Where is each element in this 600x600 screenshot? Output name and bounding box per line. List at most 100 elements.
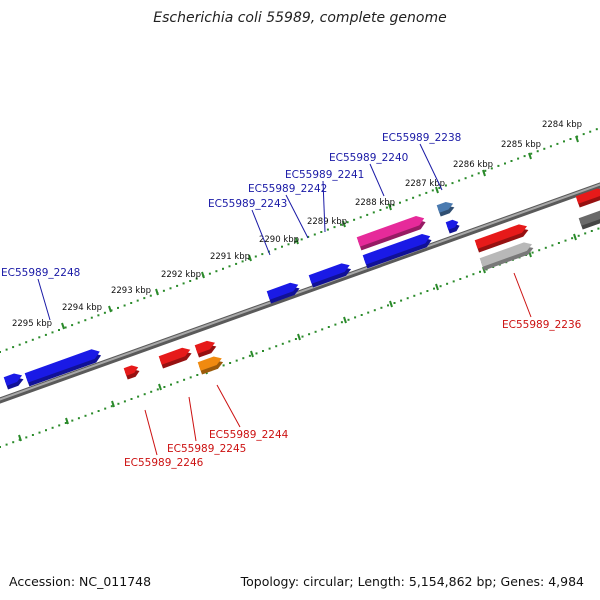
major-tick (111, 400, 115, 408)
tick-dot (439, 285, 442, 288)
tick-dot (452, 280, 455, 283)
tick-dot (340, 321, 343, 324)
tick-dot (551, 244, 554, 247)
gene-label: EC55989_2243 (208, 198, 287, 210)
major-tick (201, 271, 205, 279)
tick-dot (354, 316, 357, 319)
tick-dot (255, 352, 258, 355)
tick-dot (433, 287, 435, 290)
tick-dot (438, 187, 441, 189)
tick-dot (425, 191, 428, 194)
tick-dot (472, 273, 475, 276)
tick-dot (556, 142, 559, 145)
gene-ec55989-2245-body (158, 347, 191, 365)
tick-dot (25, 436, 28, 439)
gene-ec55989-2247 (24, 349, 102, 387)
major-tick (250, 350, 254, 358)
gene-ec55989-2240-body (356, 216, 425, 247)
tick-dot (228, 265, 231, 268)
tick-dot (248, 258, 251, 260)
major-tick (388, 203, 392, 211)
tick-label: 2293 kbp (111, 286, 151, 296)
major-tick (573, 233, 577, 241)
tick-dot (320, 231, 323, 233)
tick-dot (334, 323, 337, 326)
tick-dot (385, 206, 388, 209)
tick-dot (484, 169, 487, 172)
gene-leader-line (251, 209, 271, 256)
gene-steel-small-body (436, 202, 454, 213)
tick-dot (465, 275, 468, 278)
major-tick (61, 322, 65, 330)
tick-dot (373, 309, 376, 312)
tick-dot (90, 316, 93, 319)
tick-dot (248, 354, 251, 357)
tick-dot (58, 424, 61, 427)
tick-dot (287, 243, 290, 246)
tick-dot (176, 284, 179, 287)
tick-dot (103, 311, 106, 314)
tick-dot (104, 407, 107, 410)
tick-dot (504, 162, 506, 165)
backbone-highlight (0, 183, 600, 401)
tick-dot (169, 287, 172, 290)
tick-dot (143, 297, 146, 300)
tick-dot (360, 314, 363, 316)
tick-dot (222, 267, 224, 270)
tick-dot (149, 294, 152, 297)
gene-label: EC55989_2248 (1, 267, 80, 279)
tick-dot (196, 374, 199, 376)
tick-dot (321, 328, 324, 331)
gene-label: EC55989_2236 (502, 319, 582, 331)
tick-dot (117, 306, 119, 309)
tick-dot (123, 304, 126, 307)
tick-dot (379, 209, 382, 211)
tick-dot (12, 441, 15, 444)
gene-red-edge (575, 188, 600, 208)
tick-dot (229, 362, 232, 364)
tick-dot (333, 226, 336, 229)
tick-dot (91, 412, 94, 415)
gene-ec55989-2244-top (194, 340, 217, 358)
tick-dot (471, 174, 474, 177)
tick-dot (195, 277, 198, 280)
gene-red-edge-body (575, 188, 600, 204)
tick-label: 2292 kbp (161, 270, 201, 280)
tick-dot (426, 290, 429, 292)
tick-dot (543, 147, 546, 150)
major-tick (158, 383, 162, 391)
tick-dot (64, 422, 67, 424)
tick-dot (162, 289, 165, 292)
tick-dot (517, 157, 520, 160)
tick-dot (479, 270, 481, 273)
major-tick (389, 300, 393, 308)
tick-dot (71, 324, 74, 327)
tick-dot (77, 417, 80, 420)
tick-dot (97, 314, 100, 317)
tick-dot (372, 211, 375, 214)
tick-dot (45, 429, 47, 432)
gene-steel-small (436, 202, 455, 217)
major-tick (155, 288, 159, 296)
tick-label: 2286 kbp (453, 160, 493, 170)
tick-dot (268, 347, 271, 350)
tick-dot (399, 201, 401, 204)
major-tick (575, 135, 579, 143)
tick-label: 2290 kbp (259, 235, 299, 245)
major-tick (435, 186, 439, 194)
tick-dot (510, 160, 513, 162)
gene-ec55989-2245 (158, 347, 192, 369)
tick-dot (0, 351, 1, 353)
accession-text: Accession: NC_011748 (9, 574, 152, 589)
tick-dot (347, 318, 350, 321)
tick-dot (367, 311, 370, 314)
tick-dot (563, 140, 565, 143)
tick-dot (183, 378, 186, 381)
tick-label: 2289 kbp (307, 217, 347, 227)
tick-dot (418, 194, 421, 197)
tick-dot (163, 386, 166, 388)
tick-dot (530, 152, 533, 155)
gene-blue-small-body (445, 219, 459, 230)
